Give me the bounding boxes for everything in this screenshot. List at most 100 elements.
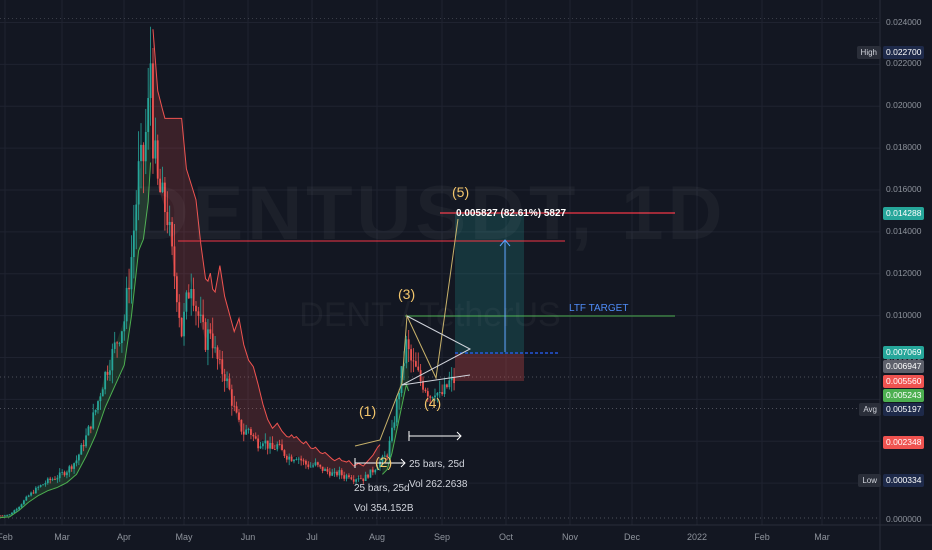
candle-body [400,366,403,394]
candle-body [250,429,252,435]
x-tick-label: Sep [433,532,451,542]
candle-body [324,469,326,471]
candle-body [113,342,116,349]
x-tick-label: Aug [368,532,386,542]
candle-body [99,396,102,402]
candle-body [66,472,68,476]
candle-body [257,438,260,449]
candle-body [175,276,178,303]
drawings [178,212,675,468]
candle-body [309,466,312,468]
candle-body [441,392,444,395]
candle-body [226,378,228,382]
candle-body [326,469,329,472]
wave-label: (1) [359,403,377,419]
candle-body [197,311,200,316]
candle-body [429,396,432,398]
candle-body [364,474,367,481]
elliott-wave-path [354,218,459,447]
candle-body [149,63,152,99]
candle-body [152,63,154,159]
triangle-lower [401,374,471,386]
candle-body [369,469,372,478]
candle-body [426,391,429,397]
candle-body [39,485,42,487]
price-tag: 0.000334 [883,474,925,487]
candle-body [3,515,6,517]
candle-body [371,469,374,473]
projection-label: 0.005827 (82.61%) 5827 [456,208,567,219]
candle-body [374,470,377,473]
candle-body [338,470,341,476]
candle-body [307,464,310,468]
candle-body [61,472,64,473]
candle-body [161,182,164,193]
candle-body [302,460,305,462]
candle-body [137,161,140,205]
candle-body [94,409,97,413]
price-tag: 0.005243 [883,389,925,402]
candle-body [242,431,245,435]
candle-body [104,372,107,390]
candle-body [276,444,279,450]
candle-body [395,399,398,423]
candle-body [159,178,162,193]
ltf-target-label: LTF TARGET [569,303,629,314]
candle-body [305,460,307,465]
candle-body [379,461,381,468]
candle-body [54,479,56,481]
candle-body [321,466,324,471]
candle-body [340,470,343,476]
price-tag: 0.005560 [883,375,925,388]
candle-body [238,412,240,420]
candle-body [453,376,455,384]
measure-arrow-head [499,239,511,247]
x-tick-label: Feb [0,532,13,542]
candle-body [295,459,298,460]
candle-body [448,380,451,388]
price-tag: 0.005197 [883,403,925,416]
candle-body [30,492,32,496]
candle-body [89,426,92,429]
candle-body [207,329,209,350]
supertrend-down-line [152,29,381,467]
grid-lines [0,0,880,526]
candle-body [254,436,257,439]
price-tag: 0.002348 [883,436,925,449]
candle-body [56,478,59,480]
candle-body [431,397,434,399]
candle-body [51,479,54,481]
candle-body [348,475,350,478]
supertrend-up-line [382,382,410,475]
range-bar-2-head [456,431,462,441]
candle-body [123,321,126,332]
candle-body [240,419,243,432]
candle-body [20,504,23,508]
candle-body [25,496,28,501]
candle-body [357,478,360,480]
candle-body [235,406,238,413]
candle-body [23,500,25,505]
range-vol-label: Vol 262.2638 [409,479,468,490]
candle-body [97,401,99,410]
price-tag-label: Avg [859,403,881,416]
candle-body [132,230,135,258]
candle-body [75,460,78,464]
candle-body [214,347,216,349]
candle-body [202,314,205,323]
candle-body [166,212,169,226]
candle-body [352,479,355,482]
candle-body [211,333,214,349]
candle-body [87,426,90,436]
candle-body [135,204,138,231]
candle-body [70,466,73,469]
candle-body [417,366,420,371]
candle-body [130,257,133,290]
candle-body [345,475,348,479]
candle-body [288,456,291,460]
candle-body [262,443,264,447]
candle-body [359,478,362,480]
candle-body [156,140,159,179]
candle-body [407,339,410,350]
